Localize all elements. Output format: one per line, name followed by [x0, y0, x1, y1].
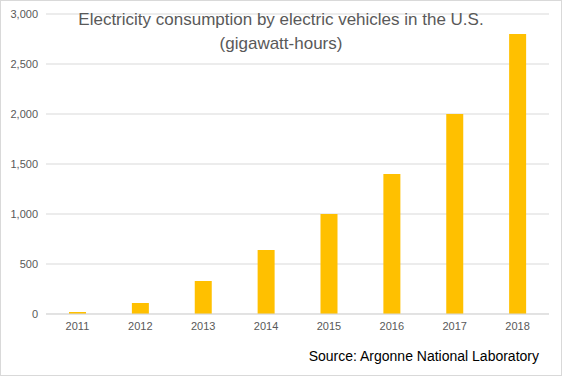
svg-text:2,500: 2,500	[10, 58, 38, 70]
svg-text:2016: 2016	[380, 320, 404, 332]
html-text:Source: Argonne National Labor: Source: Argonne National Laboratory	[308, 348, 539, 364]
svg-text:2012: 2012	[128, 320, 152, 332]
svg-text:2011: 2011	[66, 320, 90, 332]
html-text:(gigawatt-hours): (gigawatt-hours)	[219, 34, 343, 53]
svg-text:3,000: 3,000	[10, 8, 38, 20]
html-text:Electricity consumption by ele: Electricity consumption by electric vehi…	[78, 10, 484, 29]
svg-text:1,500: 1,500	[10, 158, 38, 170]
svg-text:2014: 2014	[254, 320, 278, 332]
svg-text:500: 500	[20, 258, 38, 270]
svg-text:2015: 2015	[317, 320, 341, 332]
svg-text:2017: 2017	[442, 320, 466, 332]
svg-text:2013: 2013	[191, 320, 215, 332]
svg-text:2018: 2018	[505, 320, 529, 332]
svg-text:1,000: 1,000	[10, 208, 38, 220]
svg-text:2,000: 2,000	[10, 108, 38, 120]
svg-text:0: 0	[32, 308, 38, 320]
